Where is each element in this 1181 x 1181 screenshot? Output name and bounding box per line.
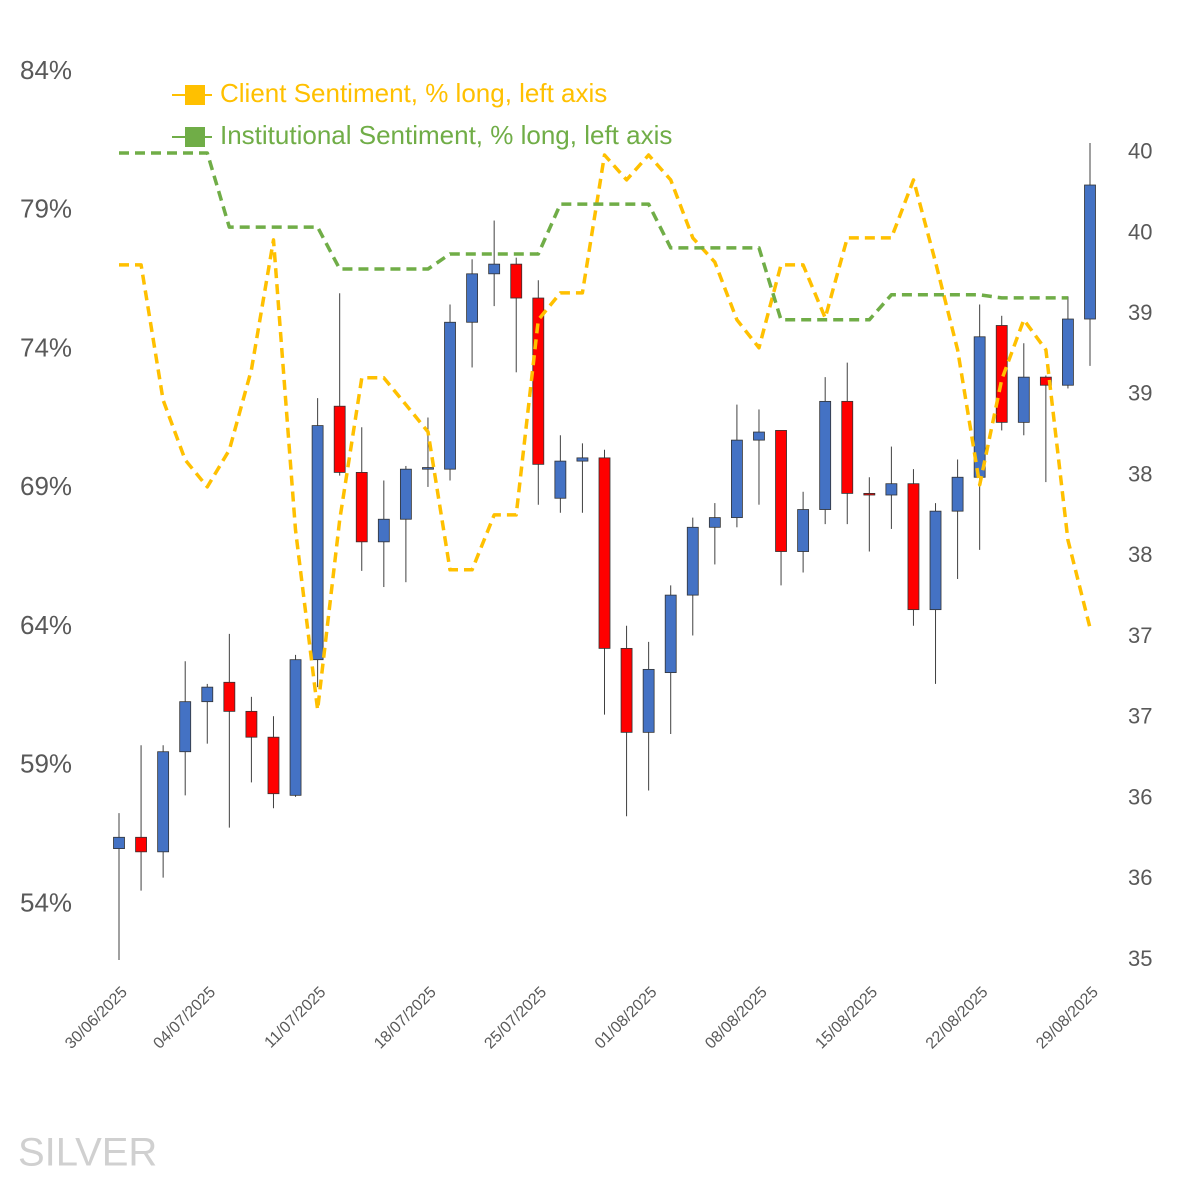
candle-body xyxy=(289,659,302,796)
y2-tick-label: 36 xyxy=(1128,865,1152,890)
candle-body xyxy=(422,467,434,470)
candle-body xyxy=(267,736,280,795)
y-tick-label: 74% xyxy=(20,332,72,362)
y2-tick-label: 39 xyxy=(1128,300,1152,325)
candle-body xyxy=(708,517,721,528)
sentiment-line xyxy=(119,151,1068,322)
candle-body xyxy=(355,472,368,543)
sentiment-line xyxy=(119,153,1092,712)
y-tick-label: 69% xyxy=(20,471,72,501)
x-tick-label: 04/07/2025 xyxy=(150,984,219,1053)
candle-body xyxy=(686,526,699,596)
x-tick-label: 29/08/2025 xyxy=(1033,984,1102,1053)
x-tick-label: 11/07/2025 xyxy=(262,984,330,1052)
candle-body xyxy=(753,431,765,441)
candle-body xyxy=(731,439,743,519)
candle-body xyxy=(311,425,324,661)
candle-body xyxy=(333,405,346,473)
candle-body xyxy=(642,668,655,733)
x-tick-label: 30/06/2025 xyxy=(62,984,131,1053)
candle-body xyxy=(399,468,412,520)
y-tick-label: 54% xyxy=(20,887,72,917)
candle-body xyxy=(245,710,258,738)
legend-label: Institutional Sentiment, % long, left ax… xyxy=(220,120,672,150)
candle-body xyxy=(819,400,832,510)
candle-body xyxy=(907,483,920,611)
candle-body xyxy=(179,701,192,753)
candle-body xyxy=(157,751,170,853)
x-tick-label: 18/07/2025 xyxy=(371,984,440,1053)
legend-swatch xyxy=(185,127,205,147)
candle-body xyxy=(664,594,677,674)
y2-tick-label: 39 xyxy=(1128,381,1152,406)
watermark: SILVER xyxy=(18,1131,157,1175)
y-tick-label: 79% xyxy=(20,194,72,224)
y2-tick-label: 40 xyxy=(1128,219,1152,244)
y-tick-label: 59% xyxy=(20,749,72,779)
candle-body xyxy=(951,476,964,512)
legend-label: Client Sentiment, % long, left axis xyxy=(220,78,607,108)
candle-body xyxy=(1017,376,1030,423)
candle-body xyxy=(797,509,810,552)
x-tick-label: 25/07/2025 xyxy=(481,984,550,1053)
y-tick-label: 64% xyxy=(20,610,72,640)
candle-body xyxy=(532,297,545,465)
y2-tick-label: 36 xyxy=(1128,784,1152,809)
x-tick-label: 01/08/2025 xyxy=(592,984,661,1053)
candle-body xyxy=(841,400,854,494)
candle-body xyxy=(444,321,456,470)
candle-body xyxy=(863,492,876,496)
y2-tick-label: 37 xyxy=(1128,704,1152,729)
y2-tick-label: 37 xyxy=(1128,623,1152,648)
candle-body xyxy=(466,273,478,323)
y2-tick-label: 38 xyxy=(1128,461,1152,486)
candle-body xyxy=(775,430,787,552)
y2-tick-label: 40 xyxy=(1128,139,1152,164)
x-tick-label: 08/08/2025 xyxy=(702,984,771,1053)
candle-body xyxy=(554,460,567,499)
candle-body xyxy=(510,263,523,299)
y2-tick-label: 38 xyxy=(1128,542,1152,567)
candle-body xyxy=(113,836,125,849)
candle-body xyxy=(488,263,501,275)
x-tick-label: 15/08/2025 xyxy=(812,984,881,1053)
candle-body xyxy=(620,647,633,733)
legend-swatch xyxy=(185,85,205,105)
candle-body xyxy=(576,457,589,462)
candle-body xyxy=(223,681,236,712)
candle-body xyxy=(598,457,611,649)
candle-body xyxy=(1039,376,1052,386)
y2-tick-label: 35 xyxy=(1128,946,1152,971)
candle-body xyxy=(377,518,390,543)
y-tick-label: 84% xyxy=(20,55,72,85)
x-tick-label: 22/08/2025 xyxy=(923,984,992,1053)
candle-body xyxy=(201,686,214,703)
candle-body xyxy=(1062,318,1074,386)
candle-body xyxy=(1084,184,1096,320)
candle-body xyxy=(135,836,147,853)
candle-body xyxy=(885,483,898,496)
candle-body xyxy=(929,510,942,611)
candle-body xyxy=(995,325,1008,423)
